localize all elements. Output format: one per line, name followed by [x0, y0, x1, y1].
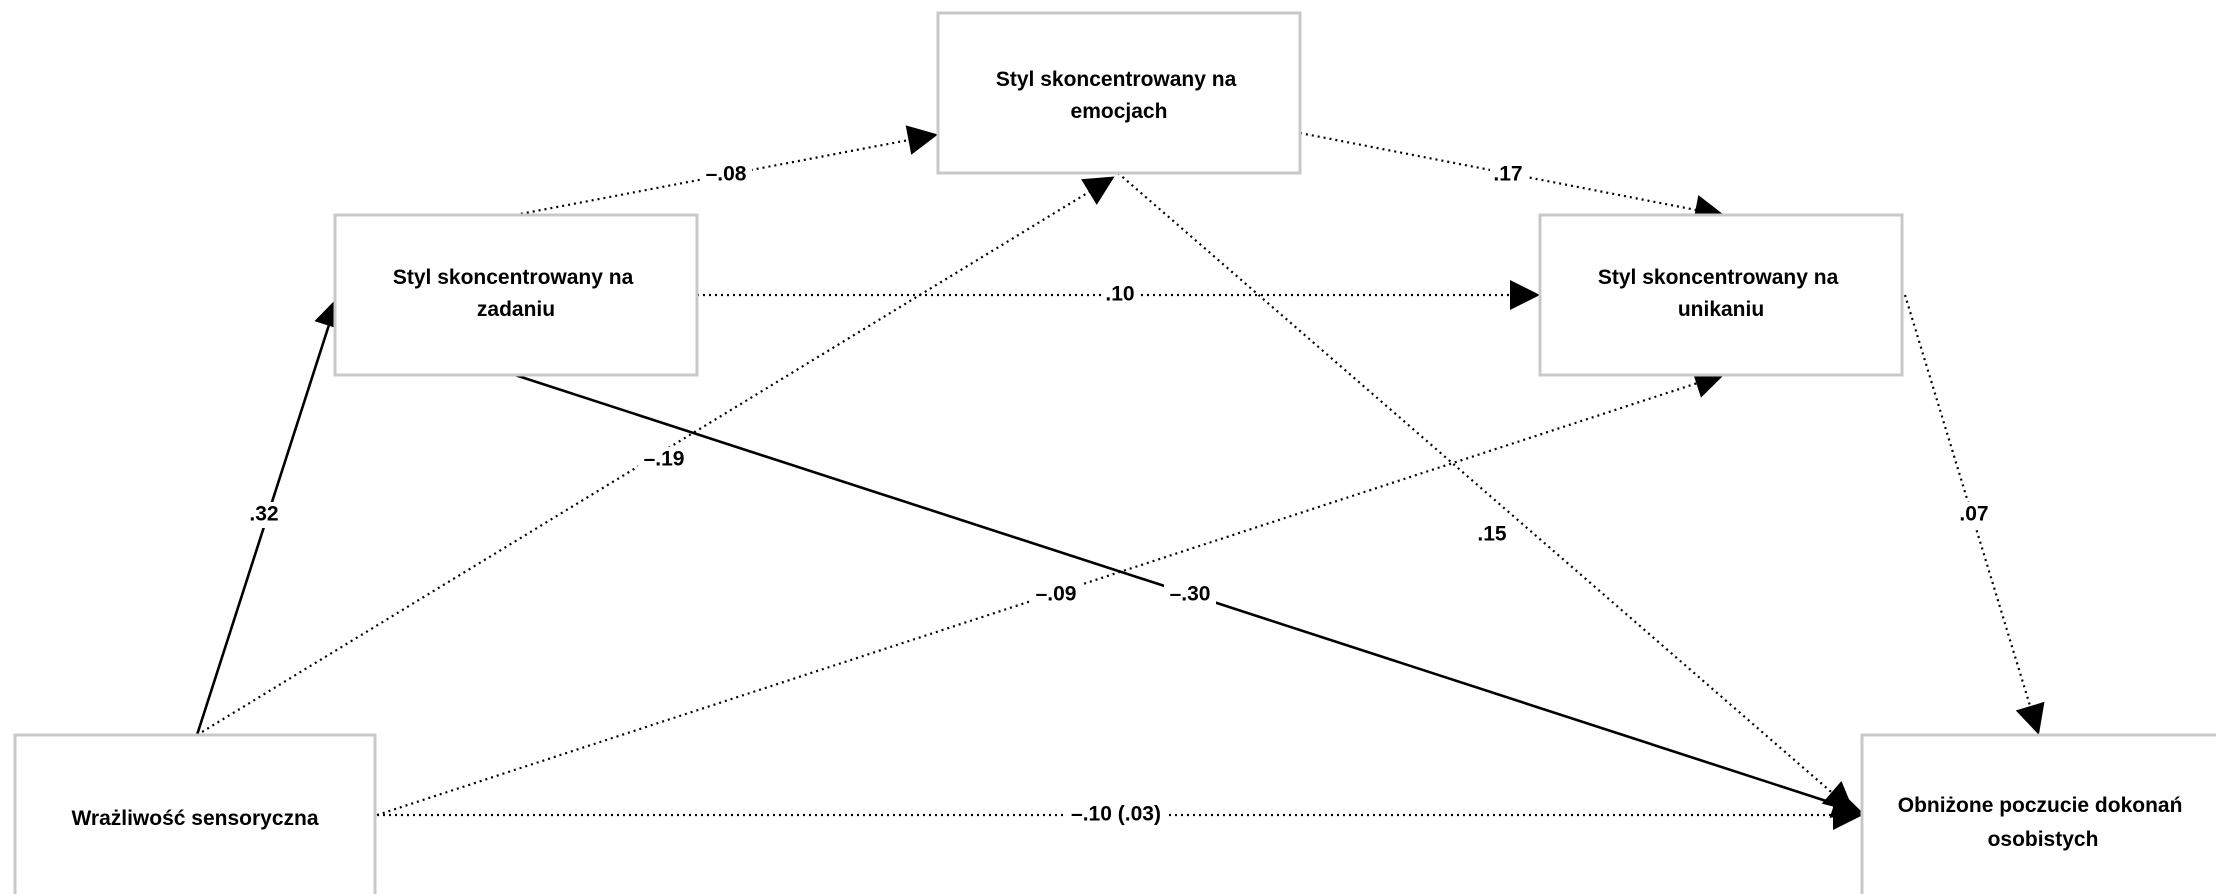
edge-label-avoid-outcome: .07	[1959, 503, 1988, 526]
node-outcome-line-2: osobistych	[1988, 828, 2099, 851]
node-emotion-line-2: emocjach	[1071, 100, 1168, 123]
edge-label-sensory-emotion: –.19	[644, 448, 685, 471]
nodes: Styl skoncentrowany na emocjach Styl sko…	[13, 11, 2216, 894]
node-emotion-line-1: Styl skoncentrowany na	[996, 68, 1237, 91]
edge-labels: –.08 .17 .10 .32 –.19 .15 .07 –.09 –.30 …	[246, 162, 1992, 828]
svg-text:Obniżone poczucie dokonań: Obniżone poczucie dokonań osobistych	[1898, 794, 2189, 851]
node-emotion: Styl skoncentrowany na emocjach	[936, 11, 1302, 175]
node-task-line-2: zadaniu	[477, 298, 555, 321]
edge-label-task-avoid: .10	[1105, 283, 1134, 306]
node-sensory-line-1: Wrażliwość sensoryczna	[71, 807, 318, 830]
svg-text:Styl skoncentrowany na: Styl skoncentrowany na zadaniu	[393, 266, 639, 321]
node-outcome: Obniżone poczucie dokonań osobistych	[1860, 733, 2216, 894]
node-avoid-line-1: Styl skoncentrowany na	[1598, 266, 1839, 289]
edge-label-sensory-task: .32	[249, 503, 278, 526]
edge-label-sensory-outcome: –.10 (.03)	[1071, 803, 1161, 826]
svg-text:Styl skoncentrowany na: Styl skoncentrowany na emocjach	[996, 68, 1242, 123]
node-sensory: Wrażliwość sensoryczna	[13, 733, 377, 894]
node-outcome-line-1: Obniżone poczucie dokonań	[1898, 794, 2183, 817]
node-task: Styl skoncentrowany na zadaniu	[333, 213, 699, 377]
node-avoid-line-2: unikaniu	[1678, 298, 1764, 321]
edge-sensory-avoid	[376, 369, 1725, 817]
edge-label-emotion-outcome: .15	[1477, 523, 1507, 546]
svg-text:Styl skoncentrowany na: Styl skoncentrowany na unikaniu	[1598, 266, 1844, 321]
edge-label-emotion-avoid: .17	[1493, 163, 1522, 186]
edge-label-task-emotion: –.08	[706, 163, 747, 186]
edge-label-task-outcome: –.30	[1170, 583, 1211, 606]
svg-text:Wrażliwość sensoryczna: Wrażliwość sensoryczna	[71, 807, 318, 830]
edge-label-sensory-avoid: –.09	[1036, 583, 1077, 606]
node-avoid: Styl skoncentrowany na unikaniu	[1538, 213, 1904, 377]
node-task-line-1: Styl skoncentrowany na	[393, 266, 634, 289]
